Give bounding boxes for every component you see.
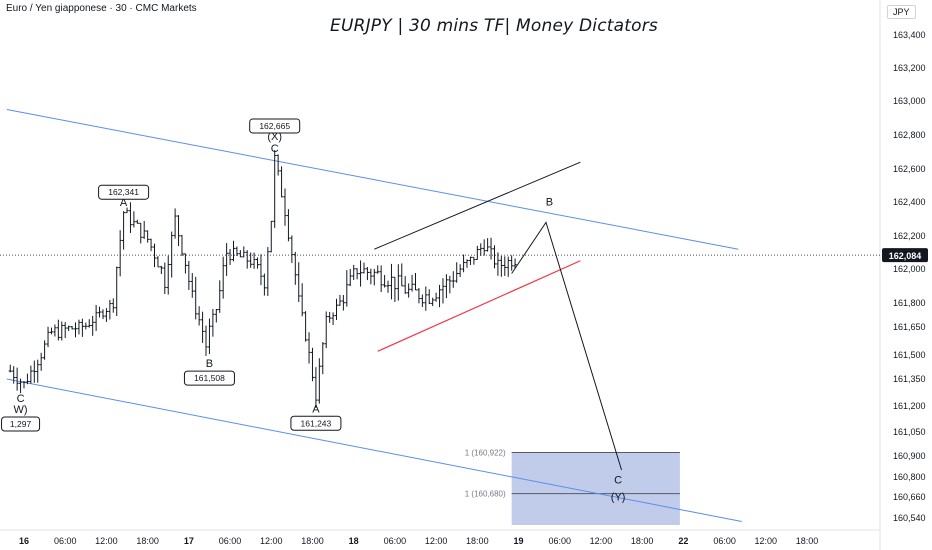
y-tick-label: 163,000 <box>893 96 926 106</box>
fib-level-label: 1 (160,922) <box>465 448 506 457</box>
current-price-label: 162,084 <box>889 251 922 261</box>
y-tick-label: 162,600 <box>893 164 926 174</box>
x-tick-label: 17 <box>184 536 194 546</box>
x-tick-label: 18:00 <box>136 536 159 546</box>
y-tick-label: 161,500 <box>893 350 926 360</box>
x-tick-label: 12:00 <box>95 536 118 546</box>
chart-title: EURJPY | 30 mins TF| Money Dictators <box>330 16 658 36</box>
x-tick-label: 06:00 <box>219 536 242 546</box>
y-tick-label: 163,200 <box>893 63 926 73</box>
y-tick-label: 161,650 <box>893 322 926 332</box>
price-callout-label: 161,508 <box>194 373 225 383</box>
wave-label: A <box>312 403 320 415</box>
resistance-trendline <box>374 161 581 250</box>
price-callout-box <box>183 370 235 386</box>
x-tick-label: 18:00 <box>631 536 654 546</box>
wave-degree-label: W) <box>14 404 28 416</box>
current-price-badge <box>882 248 928 263</box>
y-tick-label: 160,540 <box>893 513 926 523</box>
y-tick-label: 161,350 <box>893 374 926 384</box>
wave-label: B <box>206 358 213 370</box>
projection-wave-label: C <box>614 475 622 487</box>
x-tick-label: 12:00 <box>425 536 448 546</box>
symbol-info: Euro / Yen giapponese · 30 · CMC Markets <box>6 3 197 14</box>
x-tick-label: 18:00 <box>301 536 324 546</box>
support-trendline <box>377 260 581 352</box>
price-callout-box <box>98 184 150 200</box>
x-tick-label: 06:00 <box>713 536 736 546</box>
price-callout-box <box>1 416 41 432</box>
currency-selector[interactable]: JPY <box>887 5 916 19</box>
projection-wave-label: (Y) <box>611 492 626 504</box>
x-tick-label: 19 <box>514 536 524 546</box>
x-tick-label: 18:00 <box>796 536 819 546</box>
x-tick-label: 12:00 <box>755 536 778 546</box>
channel-upper-line <box>6 109 739 250</box>
wave-label: C <box>17 393 25 405</box>
y-tick-label: 161,200 <box>893 401 926 411</box>
wave-label: C <box>271 143 279 155</box>
y-tick-label: 160,660 <box>893 492 926 502</box>
x-tick-label: 16 <box>19 536 29 546</box>
x-tick-label: 06:00 <box>384 536 407 546</box>
x-tick-label: 18 <box>349 536 359 546</box>
y-tick-label: 161,800 <box>893 298 926 308</box>
y-tick-label: 160,900 <box>893 451 926 461</box>
y-tick-label: 162,200 <box>893 231 926 241</box>
channel-lower-line <box>6 378 742 522</box>
x-tick-label: 06:00 <box>548 536 571 546</box>
fib-level-label: 1 (160,680) <box>465 490 506 499</box>
wave-label: A <box>120 197 128 209</box>
x-tick-label: 12:00 <box>590 536 613 546</box>
y-tick-label: 162,000 <box>893 264 926 274</box>
x-tick-label: 12:00 <box>260 536 283 546</box>
x-tick-label: 06:00 <box>54 536 77 546</box>
wave-degree-label: (X) <box>267 131 282 143</box>
price-callout-label: 1,297 <box>10 419 32 429</box>
price-callout-label: 162,665 <box>259 121 290 131</box>
y-tick-label: 161,050 <box>893 427 926 437</box>
price-callout-box <box>249 118 301 134</box>
y-tick-label: 162,800 <box>893 130 926 140</box>
projection-wave-label: B <box>546 196 553 208</box>
target-zone <box>511 452 680 525</box>
price-callout-label: 161,243 <box>301 418 332 428</box>
y-tick-label: 162,400 <box>893 197 926 207</box>
price-callout-label: 162,341 <box>108 187 139 197</box>
x-tick-label: 18:00 <box>466 536 489 546</box>
y-tick-label: 163,400 <box>893 30 926 40</box>
wave-projection-path <box>511 221 623 471</box>
price-callout-box <box>290 415 342 431</box>
x-tick-label: 22 <box>678 536 688 546</box>
y-tick-label: 160,800 <box>893 472 926 482</box>
